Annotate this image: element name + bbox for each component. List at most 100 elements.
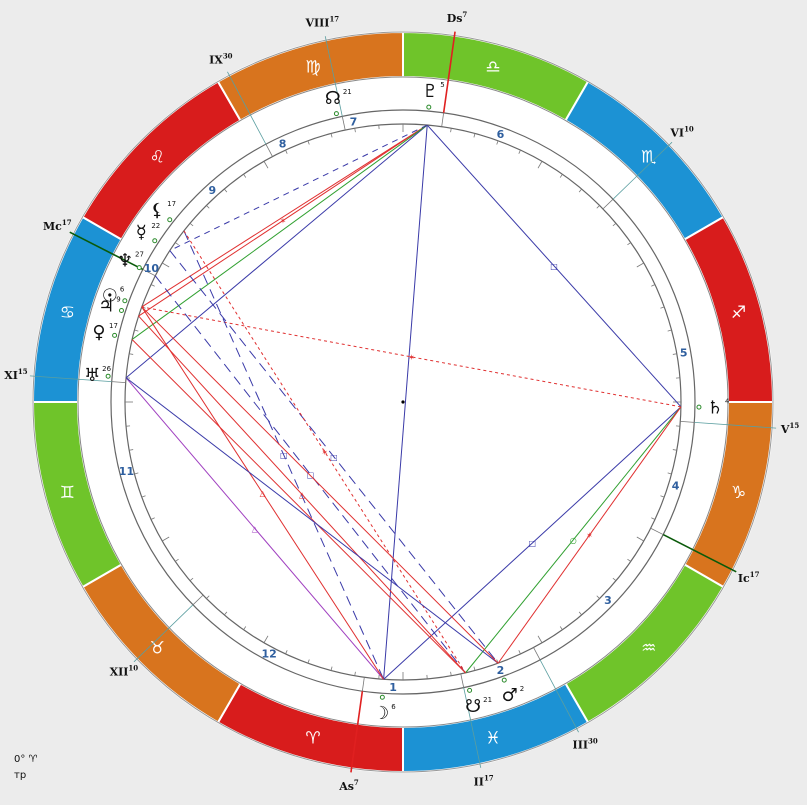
cusp-label-viii: VIII17 (304, 14, 339, 29)
tick-mark (263, 161, 269, 169)
sun-icon: ☉ (102, 285, 118, 306)
tick-mark (612, 222, 617, 227)
aspect-symbol: ✶ (321, 448, 328, 457)
cusp-degree-ix: 30 (223, 51, 233, 60)
tick-mark (243, 174, 247, 178)
tick-mark (660, 495, 665, 498)
venus-icon: ♀ (92, 322, 105, 343)
cusp-line-6 (612, 141, 673, 200)
tick-mark (537, 635, 543, 643)
aspect-symbol: □ (330, 453, 338, 462)
house-number-9: 9 (208, 184, 216, 197)
tick-mark (150, 284, 155, 287)
tick-mark (307, 140, 310, 145)
planet-degree-venus: 17 (109, 322, 118, 330)
cusp-label-as: As7 (338, 778, 359, 793)
tick-mark (473, 666, 476, 671)
cusp-degree-iii: 30 (588, 737, 598, 746)
tick-mark (636, 536, 644, 542)
north-node-icon: ☊ (325, 88, 341, 109)
cusp-line-9 (227, 71, 267, 145)
lilith-icon: ⚸ (151, 200, 164, 221)
house-number-8: 8 (279, 138, 287, 151)
aspect-line (383, 125, 428, 680)
cusp-line-7 (442, 31, 456, 113)
tick-mark (660, 306, 665, 309)
tick-mark (189, 577, 194, 582)
pluto-icon: ♇ (422, 81, 438, 102)
tick-mark (627, 558, 631, 562)
aspect-line (138, 124, 428, 317)
tick-mark (612, 577, 617, 582)
aspect-line (131, 124, 428, 340)
uranus-icon: ♅ (84, 365, 100, 386)
house-divider-12 (192, 594, 204, 606)
planet-degree-mercury: 22 (151, 222, 160, 230)
cusp-lines (29, 31, 777, 773)
saturn-icon: ♄ (707, 397, 723, 418)
cancer-icon: ♋ (60, 303, 75, 323)
cusp-label-mc: Mc17 (43, 218, 72, 233)
moon-icon: ☽ (373, 703, 389, 724)
aquarius-icon: ♒ (641, 639, 656, 659)
house-number-1: 1 (389, 681, 397, 694)
cusp-degree-xii: 10 (128, 664, 138, 673)
planet-marker-sun (122, 298, 128, 304)
jupiter-icon: ♃ (98, 296, 114, 317)
aspect-line (141, 306, 499, 664)
tick-mark (285, 650, 288, 655)
cusp-label-ic: Ic17 (738, 570, 760, 585)
cusp-label-ix: IX30 (209, 51, 233, 66)
aspect-symbol: ✶ (586, 531, 593, 540)
planets: ☽ 6♂ 2☋ 21♄ 4♇ 5☊ 21⚸ 17☿ 22♆ 27☉ 6♃ 9♀ 17♅ 26 (84, 81, 730, 724)
planet-marker-pluto (426, 104, 432, 110)
planet-degree-south-node: 21 (483, 696, 492, 704)
cusp-degree-v: 15 (789, 421, 799, 430)
aspect-symbol: □ (529, 539, 537, 548)
house-divider-11 (111, 381, 126, 384)
cusp-line-10 (69, 231, 144, 271)
tick-mark (134, 472, 139, 475)
cusp-line-12 (133, 604, 194, 663)
house-number-6: 6 (497, 128, 505, 141)
cusp-label-vi: VI10 (669, 124, 694, 139)
tick-mark (450, 671, 452, 676)
tick-mark (175, 558, 179, 562)
aspect-line (131, 339, 466, 674)
cusp-degree-as: 7 (354, 778, 359, 787)
gemini-icon: ♊ (60, 483, 75, 503)
tick-mark (330, 133, 333, 138)
capricorn-icon: ♑ (731, 483, 746, 503)
tick-mark (243, 626, 247, 630)
sign-ring-outer-edge (32, 31, 774, 773)
house-number-4: 4 (672, 479, 680, 492)
planet-marker-south-node (467, 687, 473, 693)
tick-mark (134, 329, 139, 332)
tick-mark (559, 174, 563, 178)
sagittarius-icon: ♐ (731, 303, 746, 323)
tick-mark (162, 262, 170, 268)
corner-note: 0° ♈ тр (14, 752, 38, 784)
aspect-symbol: △ (299, 490, 306, 499)
aspect-line (497, 406, 682, 664)
tick-mark (651, 517, 656, 520)
tick-mark (518, 149, 521, 154)
tick-mark (667, 329, 672, 332)
cusp-label-xi: XI15 (4, 367, 28, 382)
tick-mark (473, 133, 476, 138)
house-number-11: 11 (119, 465, 134, 478)
tick-mark (129, 449, 134, 451)
planet-marker-mercury (152, 238, 158, 244)
planet-marker-neptune (136, 265, 142, 271)
aspect-line (138, 315, 466, 674)
house-number-12: 12 (262, 648, 277, 661)
tick-mark (285, 149, 288, 154)
aspect-symbol: ○ (570, 536, 577, 545)
house-ring-outer-circle (110, 109, 696, 695)
aspect-line (141, 124, 428, 308)
cusp-line-3 (539, 659, 579, 733)
house-number-5: 5 (680, 347, 688, 360)
aspect-line (141, 306, 385, 680)
house-divider-1 (361, 677, 365, 692)
corner-line-2: тр (14, 770, 27, 781)
